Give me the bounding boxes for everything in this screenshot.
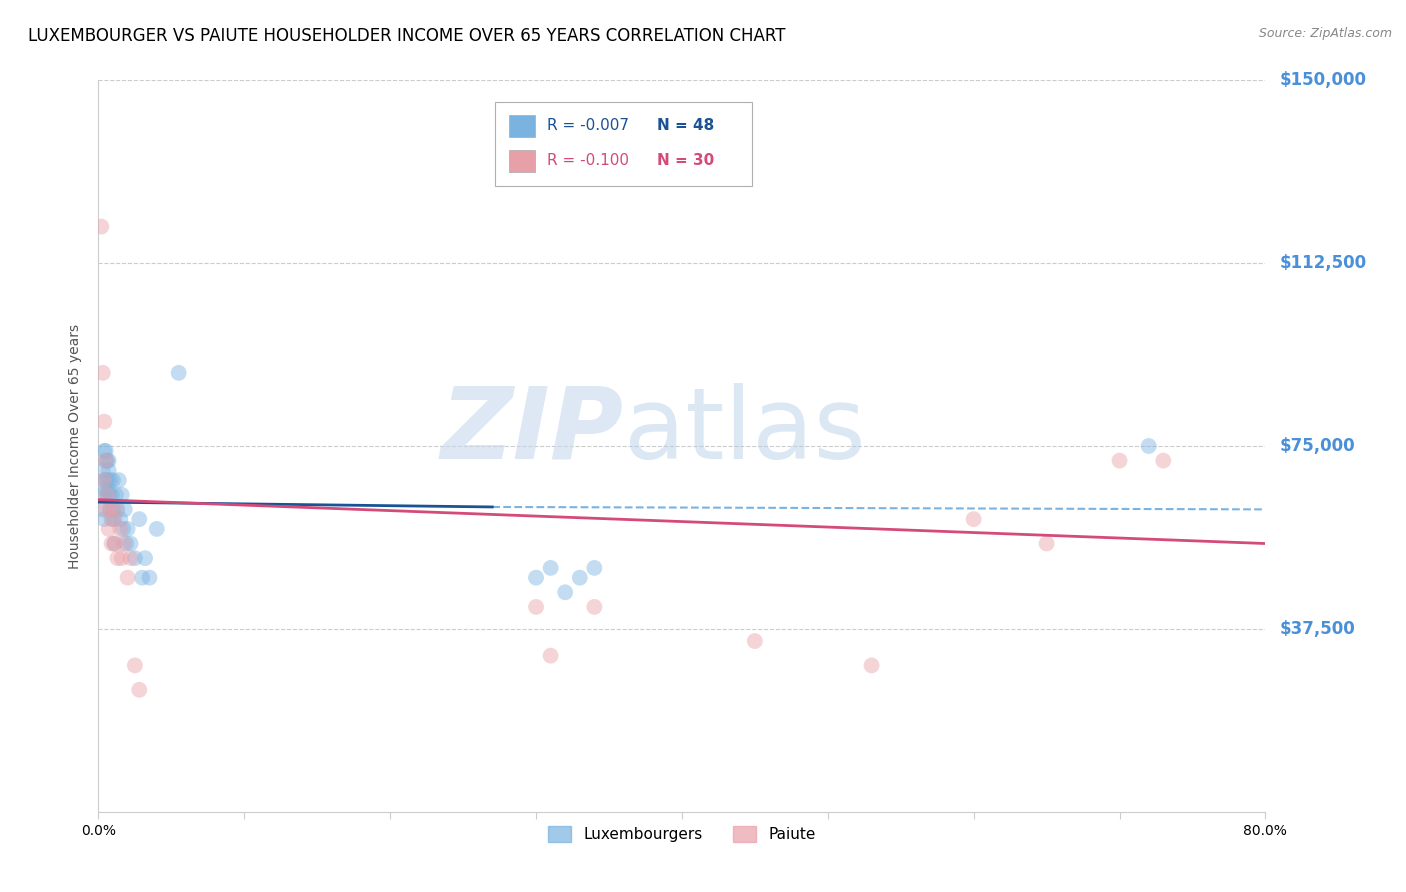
Point	[100, 488, 122, 502]
Point	[98, 502, 121, 516]
Point	[103, 536, 125, 550]
Point	[104, 502, 127, 516]
Point	[96, 488, 118, 502]
Bar	[509, 150, 534, 171]
Point	[540, 561, 562, 575]
Point	[98, 473, 121, 487]
Point	[110, 522, 132, 536]
Point	[105, 502, 128, 516]
Point	[860, 658, 883, 673]
Point	[93, 473, 115, 487]
Point	[111, 551, 134, 566]
Point	[554, 585, 576, 599]
Text: ZIP: ZIP	[440, 383, 624, 480]
Point	[115, 536, 138, 550]
Point	[94, 453, 117, 467]
Point	[583, 599, 606, 614]
Point	[93, 473, 115, 487]
Point	[111, 488, 134, 502]
Point	[90, 219, 112, 234]
FancyBboxPatch shape	[495, 103, 752, 186]
Point	[91, 366, 114, 380]
Point	[1108, 453, 1130, 467]
Point	[96, 453, 118, 467]
Point	[568, 571, 591, 585]
Text: N = 48: N = 48	[658, 118, 714, 133]
Point	[94, 443, 117, 458]
Point	[103, 536, 125, 550]
Point	[583, 561, 606, 575]
Text: $150,000: $150,000	[1279, 71, 1367, 89]
Point	[94, 473, 117, 487]
Point	[93, 415, 115, 429]
Point	[1152, 453, 1174, 467]
Point	[93, 443, 115, 458]
Point	[91, 502, 114, 516]
Point	[97, 453, 120, 467]
Point	[117, 522, 139, 536]
Point	[97, 522, 120, 536]
Point	[97, 483, 120, 497]
Text: N = 30: N = 30	[658, 153, 714, 169]
Point	[108, 473, 131, 487]
Point	[112, 536, 135, 550]
Point	[100, 512, 122, 526]
Text: Source: ZipAtlas.com: Source: ZipAtlas.com	[1258, 27, 1392, 40]
Point	[120, 551, 142, 566]
Point	[124, 658, 146, 673]
Point	[117, 571, 139, 585]
Text: R = -0.007: R = -0.007	[547, 118, 628, 133]
Y-axis label: Householder Income Over 65 years: Householder Income Over 65 years	[69, 324, 83, 568]
Point	[94, 453, 117, 467]
Point	[110, 512, 132, 526]
Point	[100, 536, 122, 550]
Point	[98, 502, 121, 516]
Legend: Luxembourgers, Paiute: Luxembourgers, Paiute	[543, 820, 821, 848]
Point	[128, 682, 150, 697]
Point	[1035, 536, 1057, 550]
Point	[97, 488, 120, 502]
Point	[744, 634, 766, 648]
Point	[101, 473, 124, 487]
Point	[131, 571, 153, 585]
Point	[138, 571, 160, 585]
Point	[96, 473, 118, 487]
Point	[90, 488, 112, 502]
Text: atlas: atlas	[624, 383, 865, 480]
Point	[146, 522, 169, 536]
Point	[112, 522, 135, 536]
Point	[91, 463, 114, 477]
Point	[104, 488, 127, 502]
Point	[101, 502, 124, 516]
Point	[94, 502, 117, 516]
Point	[1137, 439, 1160, 453]
Point	[540, 648, 562, 663]
Text: R = -0.100: R = -0.100	[547, 153, 628, 169]
Text: LUXEMBOURGER VS PAIUTE HOUSEHOLDER INCOME OVER 65 YEARS CORRELATION CHART: LUXEMBOURGER VS PAIUTE HOUSEHOLDER INCOM…	[28, 27, 786, 45]
Point	[962, 512, 984, 526]
Point	[96, 488, 118, 502]
Point	[105, 551, 128, 566]
Point	[128, 512, 150, 526]
Point	[101, 512, 124, 526]
Point	[524, 571, 547, 585]
Point	[103, 512, 125, 526]
Point	[167, 366, 190, 380]
Bar	[509, 115, 534, 136]
Text: $112,500: $112,500	[1279, 254, 1367, 272]
Point	[124, 551, 146, 566]
Point	[93, 512, 115, 526]
Point	[94, 483, 117, 497]
Point	[97, 463, 120, 477]
Point	[524, 599, 547, 614]
Text: $37,500: $37,500	[1279, 620, 1355, 638]
Point	[114, 502, 136, 516]
Text: $75,000: $75,000	[1279, 437, 1355, 455]
Point	[134, 551, 156, 566]
Point	[120, 536, 142, 550]
